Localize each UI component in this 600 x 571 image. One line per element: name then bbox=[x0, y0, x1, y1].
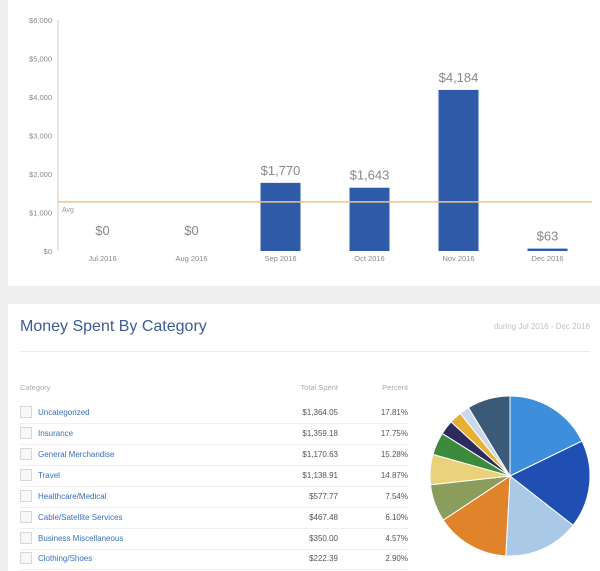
y-tick-label: $3,000 bbox=[29, 132, 52, 141]
pie-slice bbox=[509, 395, 583, 477]
row-checkbox[interactable] bbox=[20, 448, 32, 460]
bar-value-label: $1,770 bbox=[261, 163, 301, 178]
percent-value: 17.81% bbox=[380, 408, 408, 417]
table-row: Uncategorized $1,364.05 17.81% bbox=[20, 403, 408, 424]
table-row: Clothing/Shoes $222.39 2.90% bbox=[20, 549, 408, 570]
date-range-label: during Jul 2016 - Dec 2016 bbox=[493, 322, 590, 331]
bar-value-label: $0 bbox=[184, 223, 198, 238]
category-link[interactable]: Cable/Satellite Services bbox=[38, 513, 123, 522]
category-link[interactable]: Business Miscellaneous bbox=[38, 534, 124, 543]
x-tick-label: Oct 2016 bbox=[354, 254, 384, 263]
row-checkbox[interactable] bbox=[20, 552, 32, 564]
percent-value: 17.75% bbox=[380, 429, 408, 438]
category-link[interactable]: Insurance bbox=[38, 429, 74, 438]
monthly-spending-bar-chart: $0 $1,000 $2,000 $3,000 $4,000 $5,000 $6,000 $0… bbox=[29, 16, 592, 263]
table-row: Healthcare/Medical $577.77 7.54% bbox=[20, 487, 408, 508]
category-link[interactable]: Healthcare/Medical bbox=[38, 492, 107, 501]
total-spent-value: $350.00 bbox=[309, 534, 338, 543]
percent-value: 7.54% bbox=[385, 492, 408, 501]
monthly-spending-chart-card: $0 $1,000 $2,000 $3,000 $4,000 $5,000 $6,000 $0… bbox=[8, 0, 600, 286]
title-divider bbox=[20, 351, 590, 352]
pie-slice bbox=[442, 475, 511, 557]
pie-slice bbox=[467, 395, 511, 478]
table-row: Cable/Satellite Services $467.48 6.10% bbox=[20, 508, 408, 529]
total-spent-value: $1,170.63 bbox=[302, 450, 338, 459]
bar-nov-2016 bbox=[438, 89, 479, 251]
column-header-total-spent: Total Spent bbox=[300, 383, 338, 392]
row-checkbox[interactable] bbox=[20, 469, 32, 481]
percent-value: 14.87% bbox=[380, 471, 408, 480]
bar-dec-2016 bbox=[527, 248, 568, 251]
total-spent-value: $577.77 bbox=[309, 492, 338, 501]
bar-value-label: $63 bbox=[537, 229, 559, 244]
row-checkbox[interactable] bbox=[20, 532, 32, 544]
bar-value-label: $4,184 bbox=[439, 70, 479, 85]
bar-oct-2016 bbox=[349, 187, 390, 251]
category-pie-chart bbox=[429, 395, 591, 557]
total-spent-value: $222.39 bbox=[309, 554, 338, 563]
column-header-category: Category bbox=[20, 383, 51, 392]
row-checkbox[interactable] bbox=[20, 490, 32, 502]
table-row: Insurance $1,359.18 17.75% bbox=[20, 424, 408, 445]
x-tick-label: Aug 2016 bbox=[175, 254, 207, 263]
column-header-percent: Percent bbox=[382, 383, 408, 392]
x-tick-label: Jul 2016 bbox=[88, 254, 116, 263]
card-title: Money Spent By Category bbox=[20, 318, 207, 335]
category-link[interactable]: Uncategorized bbox=[38, 408, 90, 417]
table-row: General Merchandise $1,170.63 15.28% bbox=[20, 445, 408, 466]
category-link[interactable]: Clothing/Shoes bbox=[38, 554, 93, 563]
y-tick-label: $6,000 bbox=[29, 16, 52, 25]
y-tick-label: $2,000 bbox=[29, 170, 52, 179]
percent-value: 15.28% bbox=[380, 450, 408, 459]
money-spent-by-category-card: Money Spent By Category during Jul 2016 … bbox=[8, 304, 600, 571]
x-tick-label: Sep 2016 bbox=[264, 254, 296, 263]
y-tick-label: $5,000 bbox=[29, 55, 52, 64]
percent-value: 4.57% bbox=[385, 534, 408, 543]
y-tick-label: $4,000 bbox=[29, 93, 52, 102]
bar-sep-2016 bbox=[260, 182, 301, 251]
category-link[interactable]: General Merchandise bbox=[38, 450, 115, 459]
row-checkbox[interactable] bbox=[20, 511, 32, 523]
row-checkbox[interactable] bbox=[20, 427, 32, 439]
y-tick-label: $0 bbox=[44, 247, 52, 256]
percent-value: 6.10% bbox=[385, 513, 408, 522]
total-spent-value: $1,359.18 bbox=[302, 429, 338, 438]
average-label: Avg bbox=[62, 207, 74, 214]
total-spent-value: $467.48 bbox=[309, 513, 338, 522]
bar-value-label: $0 bbox=[95, 223, 109, 238]
pie-slice bbox=[505, 475, 574, 557]
percent-value: 2.90% bbox=[385, 554, 408, 563]
table-row: Travel $1,138.91 14.87% bbox=[20, 466, 408, 487]
total-spent-value: $1,138.91 bbox=[302, 471, 338, 480]
total-spent-value: $1,364.05 bbox=[302, 408, 338, 417]
x-tick-label: Nov 2016 bbox=[442, 254, 474, 263]
pie-slice bbox=[509, 440, 591, 526]
row-checkbox[interactable] bbox=[20, 406, 32, 418]
x-tick-label: Dec 2016 bbox=[531, 254, 563, 263]
table-row: Business Miscellaneous $350.00 4.57% bbox=[20, 529, 408, 550]
category-link[interactable]: Travel bbox=[38, 471, 60, 480]
y-tick-label: $1,000 bbox=[29, 209, 52, 218]
bar-value-label: $1,643 bbox=[350, 168, 390, 183]
